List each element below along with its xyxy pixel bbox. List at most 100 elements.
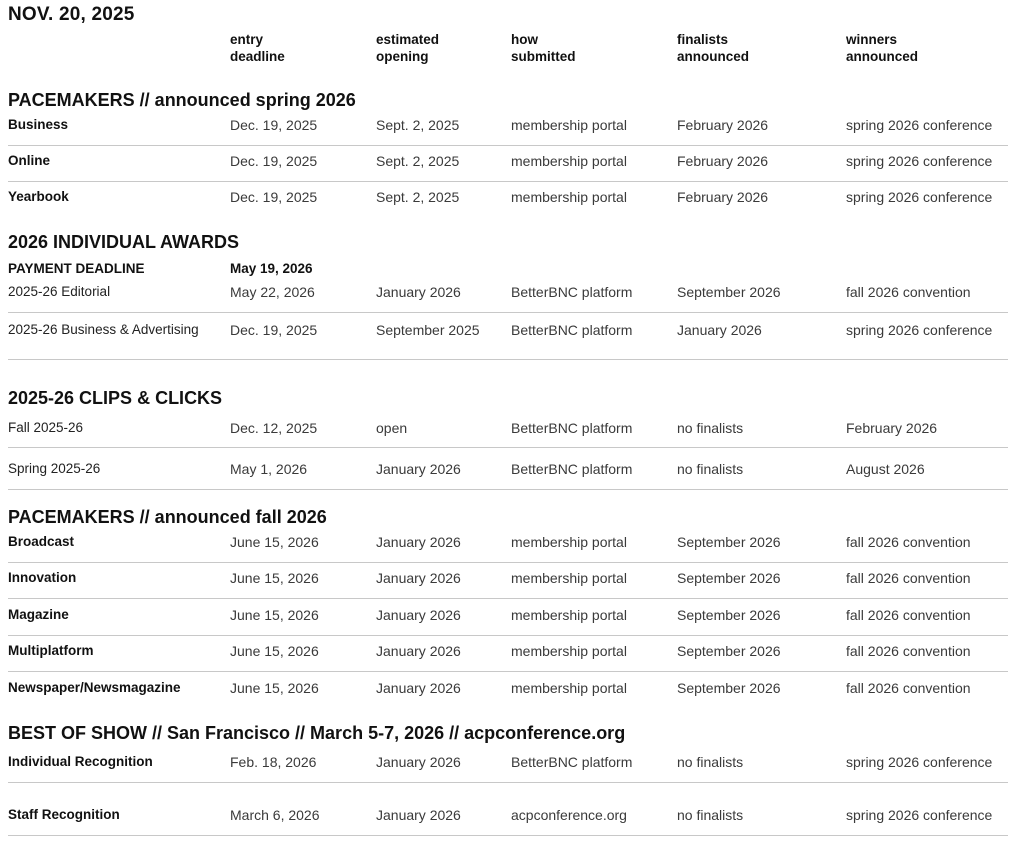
section-title: PACEMAKERS // announced spring 2026 — [8, 90, 356, 110]
estimated-opening: January 2026 — [376, 534, 461, 550]
how-submitted: membership portal — [511, 153, 627, 169]
how-submitted: membership portal — [511, 189, 627, 205]
how-submitted: membership portal — [511, 534, 627, 550]
row-label: Broadcast — [8, 534, 75, 549]
row-divider — [8, 671, 1008, 672]
winners-announced: February 2026 — [846, 420, 938, 436]
how-submitted: BetterBNC platform — [511, 284, 633, 300]
row-label: Newspaper/Newsmagazine — [8, 680, 181, 695]
how-submitted: membership portal — [511, 117, 627, 133]
entry-deadline: Dec. 19, 2025 — [230, 117, 318, 133]
winners-announced: spring 2026 conference — [846, 117, 993, 133]
entry-deadline: Dec. 19, 2025 — [230, 189, 318, 205]
column-header: opening — [376, 49, 429, 64]
row-divider — [8, 181, 1008, 182]
finalists-announced: no finalists — [677, 420, 744, 436]
section-title: 2026 INDIVIDUAL AWARDS — [8, 232, 240, 252]
how-submitted: membership portal — [511, 570, 627, 586]
row-divider — [8, 489, 1008, 490]
finalists-announced: February 2026 — [677, 189, 769, 205]
winners-announced: August 2026 — [846, 461, 925, 477]
section-title: BEST OF SHOW // San Francisco // March 5… — [8, 723, 626, 743]
winners-announced: fall 2026 convention — [846, 570, 971, 586]
finalists-announced: September 2026 — [677, 570, 781, 586]
row-label: 2025-26 Editorial — [8, 284, 111, 299]
row-label: Yearbook — [8, 189, 69, 204]
finalists-announced: no finalists — [677, 461, 744, 477]
row-divider — [8, 635, 1008, 636]
estimated-opening: January 2026 — [376, 643, 461, 659]
row-divider — [8, 835, 1008, 836]
estimated-opening: January 2026 — [376, 461, 461, 477]
column-header: how — [511, 32, 538, 47]
column-header: finalists — [677, 32, 729, 47]
winners-announced: fall 2026 convention — [846, 534, 971, 550]
estimated-opening: January 2026 — [376, 680, 461, 696]
how-submitted: BetterBNC platform — [511, 322, 633, 338]
row-label: Multiplatform — [8, 643, 94, 658]
estimated-opening: Sept. 2, 2025 — [376, 189, 460, 205]
row-divider — [8, 359, 1008, 360]
winners-announced: fall 2026 convention — [846, 284, 971, 300]
row-divider — [8, 312, 1008, 313]
document-date: NOV. 20, 2025 — [8, 4, 135, 25]
winners-announced: fall 2026 convention — [846, 680, 971, 696]
row-label: Fall 2025-26 — [8, 420, 84, 435]
winners-announced: spring 2026 conference — [846, 807, 993, 823]
entry-deadline: June 15, 2026 — [230, 534, 319, 550]
entry-deadline: Dec. 19, 2025 — [230, 322, 318, 338]
section-title: PACEMAKERS // announced fall 2026 — [8, 507, 327, 527]
column-header: announced — [846, 49, 919, 64]
finalists-announced: September 2026 — [677, 284, 781, 300]
section-title: 2025-26 CLIPS & CLICKS — [8, 388, 223, 408]
how-submitted: acpconference.org — [511, 807, 627, 823]
how-submitted: BetterBNC platform — [511, 461, 633, 477]
finalists-announced: no finalists — [677, 754, 744, 770]
finalists-announced: no finalists — [677, 807, 744, 823]
row-divider — [8, 562, 1008, 563]
how-submitted: BetterBNC platform — [511, 754, 633, 770]
entry-deadline: Dec. 12, 2025 — [230, 420, 318, 436]
winners-announced: spring 2026 conference — [846, 189, 993, 205]
how-submitted: BetterBNC platform — [511, 420, 633, 436]
column-header: deadline — [230, 49, 285, 64]
row-label: Magazine — [8, 607, 69, 622]
winners-announced: spring 2026 conference — [846, 322, 993, 338]
finalists-announced: February 2026 — [677, 117, 769, 133]
entry-deadline: June 15, 2026 — [230, 680, 319, 696]
payment-deadline-label: PAYMENT DEADLINE — [8, 261, 145, 276]
entry-deadline: May 1, 2026 — [230, 461, 308, 477]
row-divider — [8, 782, 1008, 783]
row-label: Online — [8, 153, 51, 168]
how-submitted: membership portal — [511, 680, 627, 696]
entry-deadline: March 6, 2026 — [230, 807, 320, 823]
finalists-announced: February 2026 — [677, 153, 769, 169]
estimated-opening: Sept. 2, 2025 — [376, 153, 460, 169]
row-divider — [8, 447, 1008, 448]
entry-deadline: Feb. 18, 2026 — [230, 754, 317, 770]
estimated-opening: September 2025 — [376, 322, 480, 338]
entry-deadline: June 15, 2026 — [230, 643, 319, 659]
winners-announced: fall 2026 convention — [846, 643, 971, 659]
column-header: winners — [846, 32, 898, 47]
entry-deadline: May 22, 2026 — [230, 284, 315, 300]
finalists-announced: January 2026 — [677, 322, 762, 338]
finalists-announced: September 2026 — [677, 643, 781, 659]
winners-announced: fall 2026 convention — [846, 607, 971, 623]
finalists-announced: September 2026 — [677, 680, 781, 696]
row-label: 2025-26 Business & Advertising — [8, 322, 199, 337]
how-submitted: membership portal — [511, 607, 627, 623]
estimated-opening: January 2026 — [376, 607, 461, 623]
finalists-announced: September 2026 — [677, 607, 781, 623]
column-header: announced — [677, 49, 750, 64]
entry-deadline: June 15, 2026 — [230, 570, 319, 586]
column-header: entry — [230, 32, 264, 47]
winners-announced: spring 2026 conference — [846, 153, 993, 169]
estimated-opening: January 2026 — [376, 754, 461, 770]
column-header: estimated — [376, 32, 440, 47]
row-label: Spring 2025-26 — [8, 461, 101, 476]
estimated-opening: Sept. 2, 2025 — [376, 117, 460, 133]
column-header: submitted — [511, 49, 576, 64]
estimated-opening: January 2026 — [376, 807, 461, 823]
how-submitted: membership portal — [511, 643, 627, 659]
